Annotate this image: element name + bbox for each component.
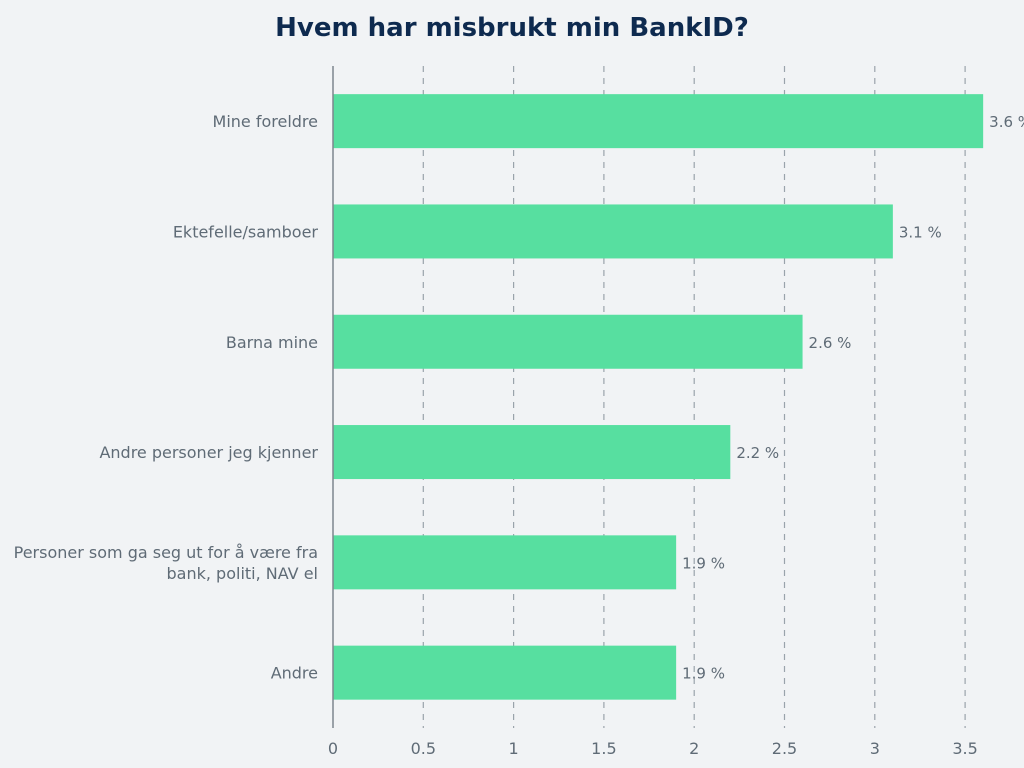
labels: 0 0.5 1 1.5 2 2.5 3 3.5 3.6 % Mine foreldre 3.1 % E… [14, 112, 1024, 758]
bars [333, 94, 984, 700]
x-tick-label: 1 [509, 739, 519, 758]
category-label: Andre personer jeg kjenner [99, 443, 318, 462]
category-label: Mine foreldre [213, 112, 318, 131]
x-tick-label: 0.5 [411, 739, 436, 758]
bar [333, 314, 803, 369]
grid [422, 66, 966, 728]
bar-value-label: 1.9 % [682, 554, 725, 572]
bar-value-label: 2.6 % [809, 334, 852, 352]
bar [333, 645, 677, 700]
bar-value-label: 1.9 % [682, 665, 725, 683]
x-tick-label: 3 [870, 739, 880, 758]
x-tick-label: 2 [689, 739, 699, 758]
bar [333, 425, 731, 480]
bar-value-label: 2.2 % [736, 444, 779, 462]
bar-value-label: 3.6 % [989, 113, 1024, 131]
chart-title: Hvem har misbrukt min BankID? [275, 13, 749, 43]
category-label: Personer som ga seg ut for å være fra [14, 543, 318, 562]
bar [333, 204, 893, 259]
bar [333, 535, 677, 590]
category-label: Barna mine [226, 333, 318, 352]
x-tick-label: 2.5 [772, 739, 797, 758]
category-label: bank, politi, NAV el [167, 564, 318, 583]
category-label: Ektefelle/samboer [173, 222, 319, 241]
category-label: Andre [271, 664, 318, 683]
x-tick-label: 1.5 [591, 739, 616, 758]
bar [333, 94, 984, 149]
bar-value-label: 3.1 % [899, 223, 942, 241]
x-tick-label: 0 [328, 739, 338, 758]
x-tick-label: 3.5 [952, 739, 977, 758]
